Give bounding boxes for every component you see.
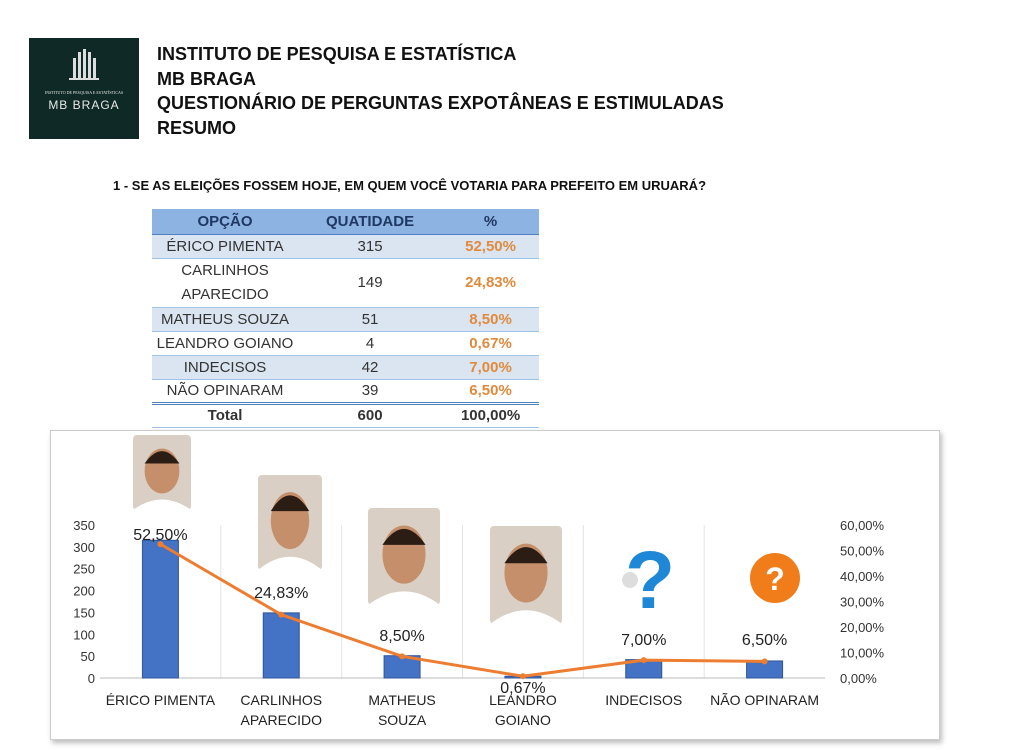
candidate-shirt: [368, 591, 440, 605]
cell-count: 51: [298, 307, 443, 332]
cell-option: INDECISOS: [152, 355, 298, 380]
candidate-shirt: [490, 610, 562, 624]
cell-count: 149: [298, 258, 443, 308]
data-label: 24,83%: [254, 585, 308, 602]
table-row: LEANDRO GOIANO 4 0,67%: [152, 331, 539, 356]
data-label: 0,67%: [500, 680, 545, 697]
line-point: [640, 657, 647, 664]
bar: [141, 539, 179, 679]
y-left-tick-label: 250: [73, 562, 95, 577]
y-left-tick-label: 350: [73, 518, 95, 533]
cell-option: CARLINHOS APARECIDO: [152, 258, 298, 308]
cell-option: LEANDRO GOIANO: [152, 331, 298, 356]
candidate-shirt: [133, 499, 191, 510]
y-right-tick-label: 30,00%: [840, 595, 885, 610]
header-line: MB BRAGA: [157, 68, 256, 89]
table-row: ÉRICO PIMENTA 315 52,50%: [152, 234, 539, 259]
candidate-hair: [382, 528, 426, 545]
x-tick-label: MATHEUS: [368, 692, 435, 708]
person-icon: [622, 572, 638, 588]
header-cell: %: [442, 209, 539, 235]
table-total-row: Total 600 100,00%: [152, 401, 539, 428]
candidate-shirt: [258, 556, 322, 570]
x-tick-label: INDECISOS: [605, 692, 682, 708]
header-line: QUESTIONÁRIO DE PERGUNTAS EXPOTÂNEAS E E…: [157, 93, 724, 113]
cell-percent: 7,00%: [442, 355, 539, 380]
building-icon: [69, 49, 99, 80]
header-line: INSTITUTO DE PESQUISA E ESTATÍSTICA: [157, 44, 517, 64]
y-right-tick-label: 40,00%: [840, 569, 885, 584]
results-table: OPÇÃO QUATIDADE% ÉRICO PIMENTA 315 52,50% C…: [152, 209, 539, 428]
cell-percent: 8,50%: [442, 307, 539, 332]
candidate-hair: [144, 451, 180, 464]
header-cell: OPÇÃO: [152, 209, 298, 235]
data-label: 7,00%: [621, 632, 666, 649]
y-right-tick-label: 0,00%: [840, 671, 877, 686]
line-point: [399, 653, 406, 660]
table-row: INDECISOS 42 7,00%: [152, 355, 539, 380]
cell-count: 4: [298, 331, 443, 356]
line-point: [157, 541, 164, 548]
document-header: INSTITUTO DE PESQUISA E ESTATÍSTICA MB B…: [157, 42, 724, 140]
candidate-hair: [270, 495, 310, 512]
cell-percent: 24,83%: [442, 258, 539, 308]
x-tick-label: NÃO OPINARAM: [710, 692, 819, 708]
x-tick-label: APARECIDO: [241, 712, 323, 728]
y-left-tick-label: 50: [81, 649, 95, 664]
y-right-tick-label: 10,00%: [840, 646, 885, 661]
table-row: NÃO OPINARAM 39 6,50%: [152, 379, 539, 404]
y-right-tick-label: 60,00%: [840, 518, 885, 533]
y-left-tick-label: 100: [73, 627, 95, 642]
data-label: 6,50%: [742, 632, 787, 649]
cell-percent: 6,50%: [442, 379, 539, 404]
y-left-tick-label: 300: [73, 540, 95, 555]
cell-percent: 0,67%: [442, 331, 539, 356]
line-point: [519, 673, 526, 680]
cell-option: MATHEUS SOUZA: [152, 307, 298, 332]
cell-percent: 52,50%: [442, 234, 539, 259]
x-tick-label: ÉRICO PIMENTA: [106, 692, 216, 708]
cell-total-count: 600: [298, 401, 443, 428]
y-left-tick-label: 150: [73, 605, 95, 620]
cell-count: 39: [298, 379, 443, 404]
cell-option: ÉRICO PIMENTA: [152, 234, 298, 259]
bar: [262, 612, 300, 679]
line-point: [761, 658, 768, 665]
y-left-tick-label: 200: [73, 584, 95, 599]
institute-logo: INSTITUTO DE PESQUISA E ESTATÍSTICAS MB …: [29, 38, 139, 139]
candidate-hair: [504, 547, 548, 564]
cell-total-percent: 100,00%: [442, 401, 539, 428]
data-label: 52,50%: [133, 527, 187, 544]
line-point: [278, 611, 285, 618]
x-tick-label: SOUZA: [378, 712, 427, 728]
logo-name: MB BRAGA: [48, 98, 120, 112]
percent-line: [159, 542, 765, 678]
x-tick-label: LEANDRO: [489, 692, 557, 708]
x-tick-label: CARLINHOS: [240, 692, 322, 708]
question-title: 1 - SE AS ELEIÇÕES FOSSEM HOJE, EM QUEM …: [113, 178, 707, 193]
cell-total-label: Total: [152, 401, 298, 428]
y-left-tick-label: 0: [88, 671, 95, 686]
cell-count: 42: [298, 355, 443, 380]
y-right-tick-label: 50,00%: [840, 544, 885, 559]
cell-count: 315: [298, 234, 443, 259]
data-label: 8,50%: [379, 628, 424, 645]
x-tick-label: GOIANO: [495, 712, 551, 728]
y-right-tick-label: 20,00%: [840, 620, 885, 635]
table-row: MATHEUS SOUZA 51 8,50%: [152, 307, 539, 332]
table-header: OPÇÃO QUATIDADE%: [152, 209, 539, 235]
table-row: CARLINHOS APARECIDO 149 24,83%: [152, 258, 539, 308]
header-line: RESUMO: [157, 117, 237, 138]
header-cell: QUATIDADE: [298, 209, 443, 235]
question-bubble-icon: ?: [765, 561, 785, 597]
speech-bubble-icon: [750, 553, 800, 603]
logo-subtitle: INSTITUTO DE PESQUISA E ESTATÍSTICAS: [44, 90, 124, 95]
